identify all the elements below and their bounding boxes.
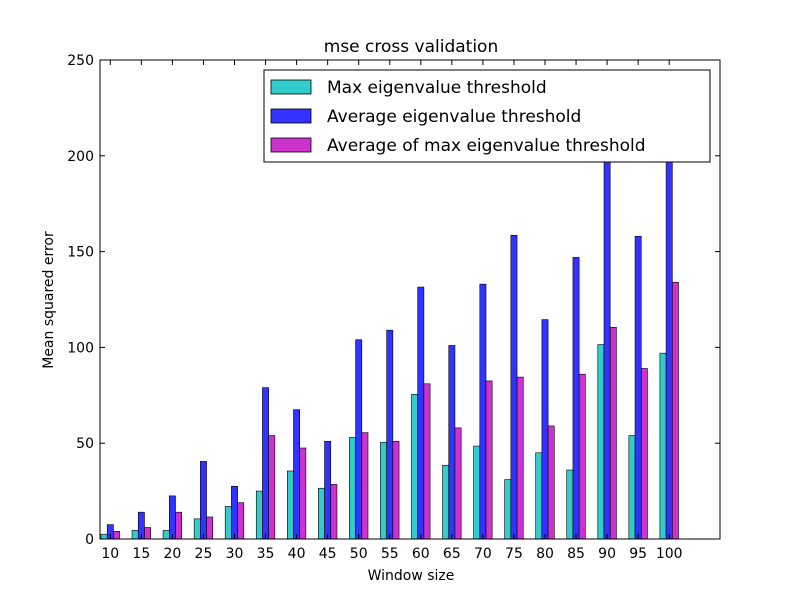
bar-1-100 [659, 352, 667, 540]
x-tick-label: 85 [567, 546, 585, 562]
bar-2-75 [510, 235, 518, 540]
bars-group [100, 155, 679, 540]
bar-2-70 [479, 283, 487, 540]
bar-1-10 [100, 533, 108, 540]
bar-2-40 [293, 409, 300, 540]
bar-1-55 [380, 441, 387, 540]
bar-3-85 [578, 373, 586, 540]
chart-title: mse cross validation [324, 37, 498, 57]
legend-box [263, 69, 711, 163]
legend-swatch-1 [270, 79, 312, 95]
bar-3-10 [113, 531, 120, 540]
legend: Max eigenvalue threshold Average eigenval… [263, 69, 711, 163]
bar-3-60 [423, 383, 431, 540]
bar-2-55 [386, 329, 394, 540]
bar-2-65 [448, 345, 456, 540]
bar-1-75 [504, 479, 512, 540]
bar-3-35 [268, 435, 276, 540]
x-tick-label: 35 [257, 546, 275, 562]
x-tick-label: 95 [629, 546, 647, 562]
bar-2-30 [231, 486, 238, 540]
bar-1-50 [349, 437, 356, 540]
bar-1-20 [162, 530, 170, 540]
ticks-group: 0 50 100 150 200 250 10 15 20 25 30 35 40 45 50 55 60 65 7… [67, 53, 720, 562]
bar-1-30 [224, 506, 232, 540]
bar-1-15 [131, 530, 139, 540]
bar-3-50 [361, 432, 369, 540]
x-tick-label: 65 [443, 546, 461, 562]
x-tick-label: 45 [319, 546, 337, 562]
bar-3-90 [609, 326, 617, 540]
y-tick-label: 150 [67, 245, 94, 261]
bar-2-60 [417, 286, 425, 540]
x-tick-label: 25 [195, 546, 213, 562]
x-tick-label: 75 [505, 546, 523, 562]
y-tick-label: 50 [76, 436, 94, 452]
bar-1-40 [286, 470, 294, 540]
legend-swatch-2 [270, 108, 312, 124]
bar-3-30 [237, 502, 245, 540]
bar-1-45 [318, 487, 325, 540]
bar-3-80 [547, 425, 555, 540]
bar-3-70 [485, 380, 493, 540]
bar-2-90 [603, 155, 611, 540]
bar-1-60 [411, 394, 418, 540]
x-tick-label: 15 [132, 546, 150, 562]
bar-3-25 [206, 516, 214, 540]
x-tick-label: 80 [536, 546, 554, 562]
y-axis-title: Mean squared error [41, 231, 57, 369]
x-tick-label: 60 [412, 546, 430, 562]
bar-1-95 [628, 435, 636, 540]
bar-2-25 [200, 461, 207, 540]
legend-label-1: Max eigenvalue threshold [327, 78, 547, 98]
x-tick-label: 70 [474, 546, 492, 562]
bar-3-75 [516, 376, 524, 540]
bar-1-25 [193, 518, 201, 540]
x-tick-label: 100 [656, 546, 683, 562]
bar-2-20 [169, 495, 176, 540]
bar-3-20 [175, 511, 182, 540]
bar-1-65 [442, 464, 450, 540]
x-tick-label: 40 [288, 546, 306, 562]
x-axis-title: Window size [368, 568, 455, 584]
x-tick-label: 30 [226, 546, 244, 562]
bar-3-100 [671, 281, 679, 540]
bar-2-35 [262, 387, 269, 540]
x-tick-label: 55 [381, 546, 399, 562]
bar-1-80 [535, 452, 543, 540]
bar-3-95 [640, 368, 648, 540]
x-tick-label: 90 [598, 546, 616, 562]
bar-2-80 [541, 319, 549, 540]
bar-3-45 [330, 484, 338, 540]
bar-2-95 [634, 235, 642, 540]
x-tick-label: 20 [163, 546, 181, 562]
y-tick-label: 100 [67, 340, 94, 356]
y-tick-label: 0 [85, 532, 94, 548]
legend-label-2: Average eigenvalue threshold [327, 107, 581, 127]
y-tick-label: 250 [67, 53, 94, 69]
bar-1-70 [473, 445, 481, 540]
bar-1-35 [255, 490, 263, 540]
bar-3-15 [144, 527, 151, 540]
bar-2-45 [324, 440, 332, 540]
bar-2-85 [572, 257, 580, 540]
x-tick-label: 50 [350, 546, 368, 562]
bar-3-55 [392, 440, 400, 540]
bar-2-50 [355, 339, 363, 540]
y-tick-label: 200 [67, 149, 94, 165]
bar-3-40 [299, 447, 307, 540]
x-tick-label: 10 [101, 546, 119, 562]
bar-3-65 [454, 427, 462, 540]
bar-1-90 [597, 344, 605, 540]
plot-frame [99, 59, 721, 540]
legend-swatch-3 [270, 137, 312, 153]
legend-label-3: Average of max eigenvalue threshold [327, 136, 646, 156]
bar-1-85 [566, 469, 574, 540]
bar-2-100 [665, 155, 673, 540]
